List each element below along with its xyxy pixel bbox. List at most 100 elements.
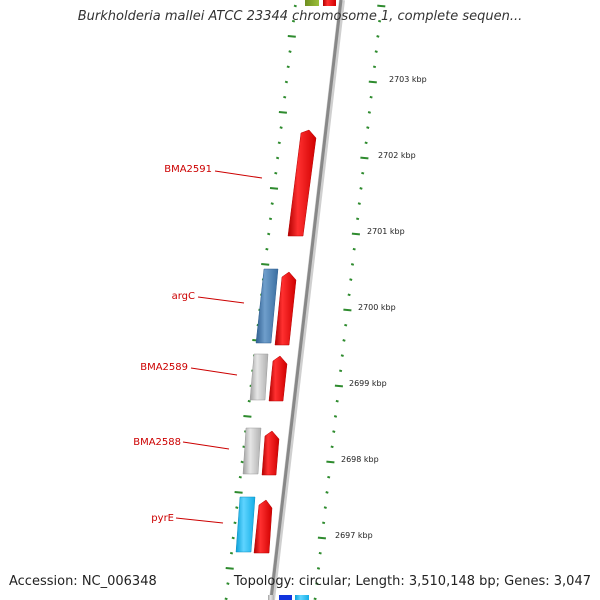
major-tick bbox=[278, 111, 287, 114]
minor-tick bbox=[247, 399, 251, 403]
minor-tick bbox=[327, 475, 331, 479]
minor-tick bbox=[277, 141, 281, 145]
major-tick bbox=[287, 35, 296, 38]
minor-tick bbox=[276, 156, 280, 160]
major-tick bbox=[225, 567, 234, 570]
major-tick bbox=[368, 80, 377, 84]
minor-tick bbox=[240, 460, 244, 464]
minor-tick bbox=[357, 202, 361, 205]
major-tick bbox=[326, 460, 335, 464]
minor-tick bbox=[350, 263, 355, 266]
minor-tick bbox=[335, 399, 339, 403]
label-bma2591[interactable]: BMA2591 bbox=[164, 164, 212, 175]
gene-argc-forward-partner[interactable] bbox=[274, 271, 297, 346]
kbp-label-2701: 2701 kbp bbox=[367, 227, 405, 236]
minor-tick bbox=[238, 475, 242, 479]
gene-pyre-forward-partner[interactable] bbox=[253, 499, 273, 554]
label-argc[interactable]: argC bbox=[172, 291, 195, 302]
minor-tick bbox=[316, 567, 321, 570]
gene-bma2589-forward-partner[interactable] bbox=[268, 355, 288, 402]
minor-tick bbox=[347, 293, 351, 297]
minor-tick bbox=[342, 339, 346, 342]
kbp-label-2698: 2698 kbp bbox=[341, 455, 379, 464]
minor-tick bbox=[293, 4, 297, 8]
gene-bma2589[interactable] bbox=[249, 353, 269, 401]
kbp-label-2697: 2697 kbp bbox=[335, 531, 373, 540]
gene-bma2588[interactable] bbox=[242, 427, 262, 475]
minor-tick bbox=[313, 597, 317, 600]
major-tick bbox=[269, 187, 279, 190]
gene-pyre[interactable] bbox=[235, 496, 256, 553]
minor-tick bbox=[315, 582, 319, 585]
kbp-label-2700: 2700 kbp bbox=[358, 303, 396, 312]
label-bma2589[interactable]: BMA2589 bbox=[140, 362, 188, 373]
minor-tick bbox=[267, 232, 271, 236]
minor-tick bbox=[291, 19, 296, 23]
accession-text: Accession: NC_006348 bbox=[9, 574, 157, 589]
minor-tick bbox=[284, 80, 288, 84]
minor-tick bbox=[378, 19, 382, 23]
minor-tick bbox=[233, 521, 237, 525]
kbp-label-2703: 2703 kbp bbox=[389, 75, 427, 84]
map-title: Burkholderia mallei ATCC 23344 chromosom… bbox=[77, 9, 523, 24]
minor-tick bbox=[268, 217, 273, 221]
minor-tick bbox=[374, 50, 378, 53]
minor-tick bbox=[288, 50, 292, 53]
minor-tick bbox=[367, 111, 371, 114]
minor-tick bbox=[366, 126, 370, 129]
minor-tick bbox=[265, 247, 269, 251]
minor-tick bbox=[286, 65, 290, 69]
minor-tick bbox=[322, 521, 326, 525]
kbp-label-2699: 2699 kbp bbox=[349, 379, 387, 388]
minor-tick bbox=[325, 491, 329, 494]
backbone-line bbox=[269, 0, 343, 600]
minor-tick bbox=[274, 171, 278, 175]
major-tick bbox=[261, 263, 270, 266]
gene-top-olive[interactable] bbox=[305, 0, 319, 6]
gene-bma2588-forward-partner[interactable] bbox=[261, 430, 280, 476]
minor-tick bbox=[352, 247, 356, 251]
major-tick bbox=[243, 415, 252, 418]
gene-argc[interactable] bbox=[255, 268, 279, 344]
minor-tick bbox=[356, 217, 360, 221]
minor-tick bbox=[364, 141, 368, 145]
minor-tick bbox=[349, 278, 353, 281]
minor-tick bbox=[235, 506, 239, 509]
gene-bma2591[interactable] bbox=[287, 129, 317, 237]
minor-tick bbox=[333, 415, 338, 418]
minor-tick bbox=[318, 551, 322, 555]
minor-tick bbox=[339, 369, 343, 373]
minor-tick bbox=[323, 506, 327, 509]
minor-tick bbox=[224, 597, 228, 600]
major-tick bbox=[317, 536, 326, 540]
major-tick bbox=[351, 232, 360, 236]
outer-tick-ring bbox=[313, 4, 386, 600]
leader-pyre bbox=[175, 517, 224, 524]
minor-tick bbox=[279, 126, 283, 129]
minor-tick bbox=[226, 582, 230, 585]
minor-tick bbox=[361, 171, 365, 175]
minor-tick bbox=[270, 202, 274, 205]
topology-summary: Topology: circular; Length: 3,510,148 bp… bbox=[233, 574, 591, 589]
label-pyre[interactable]: pyrE bbox=[151, 513, 174, 524]
leader-bma2588 bbox=[182, 441, 230, 450]
kbp-label-2702: 2702 kbp bbox=[378, 151, 416, 160]
minor-tick bbox=[283, 95, 287, 99]
major-tick bbox=[360, 156, 369, 160]
minor-tick bbox=[332, 430, 336, 433]
minor-tick bbox=[340, 354, 344, 357]
minor-tick bbox=[369, 95, 373, 99]
gene-bottom-grey[interactable] bbox=[268, 595, 274, 600]
gene-bottom-cyan[interactable] bbox=[295, 595, 309, 600]
minor-tick bbox=[330, 445, 334, 449]
minor-tick bbox=[359, 187, 363, 190]
gene-top-red[interactable] bbox=[323, 0, 336, 6]
leader-bma2589 bbox=[190, 367, 238, 376]
major-tick bbox=[377, 4, 386, 8]
minor-tick bbox=[376, 35, 380, 38]
minor-tick bbox=[344, 323, 348, 327]
label-bma2588[interactable]: BMA2588 bbox=[133, 437, 181, 448]
gene-bottom-blue[interactable] bbox=[279, 595, 292, 600]
major-tick bbox=[343, 308, 352, 312]
